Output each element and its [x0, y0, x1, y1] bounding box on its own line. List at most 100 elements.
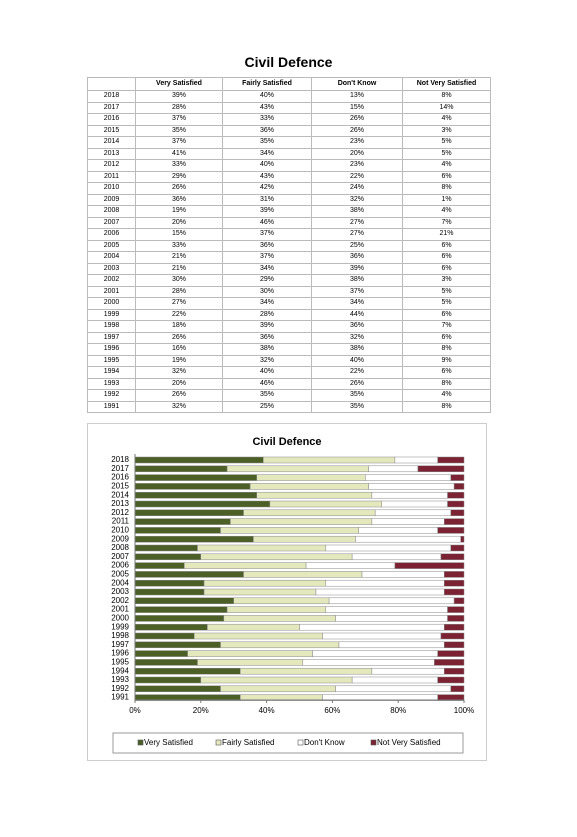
- bar-segment: [437, 456, 465, 464]
- bar-segment: [134, 518, 231, 525]
- bar-segment: [335, 615, 448, 622]
- bar-segment: [269, 500, 382, 508]
- value-cell: 4%: [402, 113, 491, 126]
- y-tick-label: 2004: [111, 578, 129, 587]
- bar-segment: [223, 615, 336, 622]
- value-cell: 34%: [222, 262, 312, 275]
- year-cell: 2015: [87, 124, 136, 137]
- value-cell: 27%: [311, 216, 403, 229]
- bar-segment: [453, 597, 465, 605]
- value-cell: 1%: [402, 193, 491, 206]
- value-cell: 35%: [135, 124, 223, 137]
- y-tick-label: 2015: [111, 482, 129, 491]
- bar-segment: [249, 483, 369, 490]
- bar-segment: [450, 544, 465, 552]
- table-row: 2013 41% 34% 20% 5%: [87, 147, 491, 160]
- bar-segment: [134, 685, 221, 693]
- value-cell: 8%: [402, 182, 491, 195]
- value-cell: 38%: [311, 274, 403, 287]
- value-cell: 26%: [311, 124, 403, 137]
- value-cell: 19%: [135, 354, 223, 367]
- y-tick-label: 1991: [111, 693, 129, 702]
- y-tick-label: 2000: [111, 614, 129, 623]
- value-cell: 40%: [311, 354, 403, 367]
- y-tick-label: 1996: [111, 649, 129, 658]
- bar-segment: [355, 535, 461, 543]
- bar-segment: [134, 456, 264, 464]
- header-row: Very Satisfied Fairly Satisfied Don't Know…: [87, 77, 491, 91]
- x-tick-label: 60%: [324, 706, 340, 715]
- value-cell: 6%: [402, 170, 491, 183]
- value-cell: 35%: [222, 136, 312, 149]
- value-cell: 28%: [222, 308, 312, 321]
- bar-segment: [361, 571, 445, 578]
- value-cell: 4%: [402, 159, 491, 172]
- value-cell: 20%: [135, 216, 223, 229]
- value-cell: 39%: [135, 90, 223, 103]
- legend-swatch: [297, 739, 304, 746]
- year-cell: 2006: [87, 228, 136, 241]
- bar-segment: [450, 509, 465, 517]
- value-cell: 43%: [222, 101, 312, 114]
- bar-segment: [325, 544, 452, 552]
- value-cell: 33%: [222, 113, 312, 126]
- bar-segment: [394, 562, 465, 569]
- column-header: Fairly Satisfied: [222, 77, 312, 91]
- bar-segment: [197, 544, 327, 552]
- value-cell: 35%: [222, 389, 312, 402]
- value-cell: 40%: [222, 90, 312, 103]
- value-cell: 3%: [402, 124, 491, 137]
- value-cell: 32%: [135, 366, 223, 379]
- bar-segment: [207, 623, 300, 631]
- value-cell: 38%: [311, 343, 403, 356]
- value-cell: 6%: [402, 331, 491, 344]
- bar-segment: [447, 491, 465, 499]
- bar-segment: [226, 606, 327, 613]
- bar-segment: [220, 641, 340, 649]
- value-cell: 39%: [311, 262, 403, 275]
- year-cell: 2017: [87, 101, 136, 114]
- bar-segment: [371, 491, 448, 499]
- value-cell: 7%: [402, 216, 491, 229]
- value-cell: 39%: [222, 320, 312, 333]
- bar-segment: [193, 632, 323, 640]
- value-cell: 46%: [222, 377, 312, 390]
- year-cell: 1993: [87, 377, 136, 390]
- x-tick-label: 20%: [193, 706, 209, 715]
- value-cell: 30%: [135, 274, 223, 287]
- y-tick-label: 1992: [111, 684, 129, 693]
- value-cell: 28%: [135, 101, 223, 114]
- table-row: 1998 18% 39% 36% 7%: [87, 320, 491, 333]
- value-cell: 25%: [222, 400, 312, 413]
- bar-segment: [240, 667, 373, 675]
- value-cell: 42%: [222, 182, 312, 195]
- bar-segment: [444, 518, 465, 525]
- year-cell: 2013: [87, 147, 136, 160]
- table-row: 2005 33% 36% 25% 6%: [87, 239, 491, 252]
- value-cell: 32%: [135, 400, 223, 413]
- bar-segment: [299, 623, 445, 631]
- bar-segment: [134, 615, 225, 622]
- legend-label: Fairly Satisfied: [222, 738, 274, 747]
- table-row: 2015 35% 36% 26% 3%: [87, 124, 491, 137]
- bar-segment: [322, 632, 442, 640]
- bar-segment: [325, 579, 445, 587]
- year-cell: 2018: [87, 90, 136, 103]
- value-cell: 14%: [402, 101, 491, 114]
- bar-segment: [134, 632, 195, 640]
- bar-segment: [134, 562, 185, 569]
- bar-segment: [134, 623, 208, 631]
- bar-segment: [203, 588, 317, 596]
- year-cell: 2004: [87, 251, 136, 264]
- value-cell: 6%: [402, 308, 491, 321]
- value-cell: 13%: [311, 90, 403, 103]
- year-cell: 2008: [87, 205, 136, 218]
- value-cell: 29%: [222, 274, 312, 287]
- year-cell: 1995: [87, 354, 136, 367]
- y-tick-label: 2016: [111, 473, 129, 482]
- bar-segment: [434, 659, 465, 666]
- bar-segment: [315, 588, 445, 596]
- bar-segment: [440, 553, 465, 561]
- value-cell: 26%: [311, 113, 403, 126]
